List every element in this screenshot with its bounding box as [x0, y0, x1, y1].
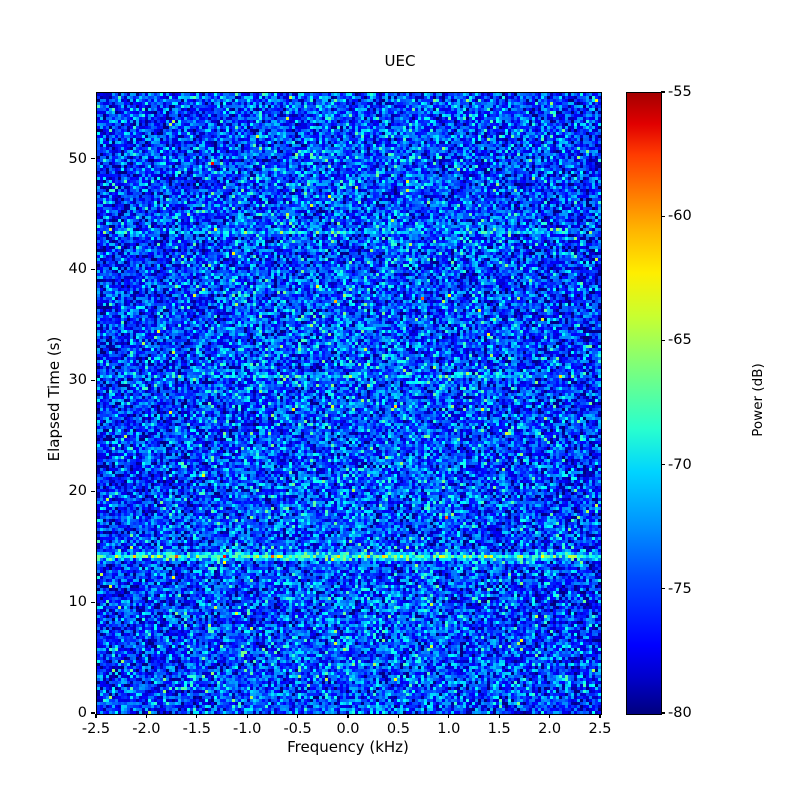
x-tick-mark	[246, 714, 248, 718]
x-tick-mark	[95, 714, 97, 718]
x-tick-label: 1.5	[487, 721, 511, 737]
y-tick-label: 30	[68, 372, 87, 389]
x-tick-mark	[347, 714, 349, 718]
x-tick-mark	[498, 714, 500, 718]
title-line-station: UEC	[384, 52, 416, 70]
colorbar-tick-mark	[661, 712, 665, 714]
plot-area	[96, 92, 602, 715]
x-axis-label: Frequency (kHz)	[287, 738, 409, 756]
y-tick-label: 40	[68, 261, 87, 278]
colorbar-tick-mark	[661, 339, 665, 341]
colorbar-tick-label: -80	[668, 705, 692, 721]
y-tick-mark	[91, 712, 95, 714]
colorbar-tick-label: -55	[668, 84, 692, 100]
x-tick-mark	[599, 714, 601, 718]
x-tick-mark	[397, 714, 399, 718]
x-tick-label: 2.0	[538, 721, 562, 737]
x-tick-label: 0.0	[336, 721, 360, 737]
spectrogram-heatmap	[97, 93, 601, 714]
x-tick-mark	[196, 714, 198, 718]
y-tick-label: 10	[68, 594, 87, 611]
colorbar-tick-label: -65	[668, 332, 692, 349]
x-tick-label: -0.5	[283, 721, 312, 737]
x-tick-label: -2.0	[132, 721, 161, 737]
y-tick-label: 20	[68, 483, 87, 500]
x-tick-label: -1.5	[182, 721, 211, 737]
y-tick-mark	[91, 490, 95, 492]
colorbar-tick-mark	[661, 215, 665, 217]
colorbar	[626, 92, 662, 715]
x-tick-label: 1.0	[437, 721, 461, 737]
colorbar-tick-mark	[661, 464, 665, 466]
x-tick-label: 2.5	[588, 721, 612, 737]
x-tick-mark	[145, 714, 147, 718]
colorbar-tick-mark	[661, 588, 665, 590]
x-tick-label: -1.0	[233, 721, 262, 737]
y-tick-label: 0	[77, 705, 87, 721]
x-tick-label: 0.5	[386, 721, 410, 737]
y-tick-mark	[91, 268, 95, 270]
y-axis-label: Elapsed Time (s)	[45, 336, 63, 462]
colorbar-tick-label: -70	[668, 456, 692, 473]
colorbar-tick-label: -75	[668, 580, 692, 597]
x-tick-mark	[549, 714, 551, 718]
y-tick-mark	[91, 157, 95, 160]
x-tick-label: -2.5	[81, 721, 111, 737]
y-tick-mark	[91, 601, 95, 603]
colorbar-gradient	[627, 93, 661, 714]
colorbar-label: Power (dB)	[750, 363, 766, 437]
colorbar-tick-label: -60	[668, 208, 692, 225]
colorbar-tick-mark	[661, 91, 665, 93]
x-tick-mark	[297, 714, 299, 718]
y-tick-mark	[91, 379, 95, 381]
y-tick-label: 50	[68, 150, 87, 167]
x-tick-mark	[448, 714, 450, 718]
